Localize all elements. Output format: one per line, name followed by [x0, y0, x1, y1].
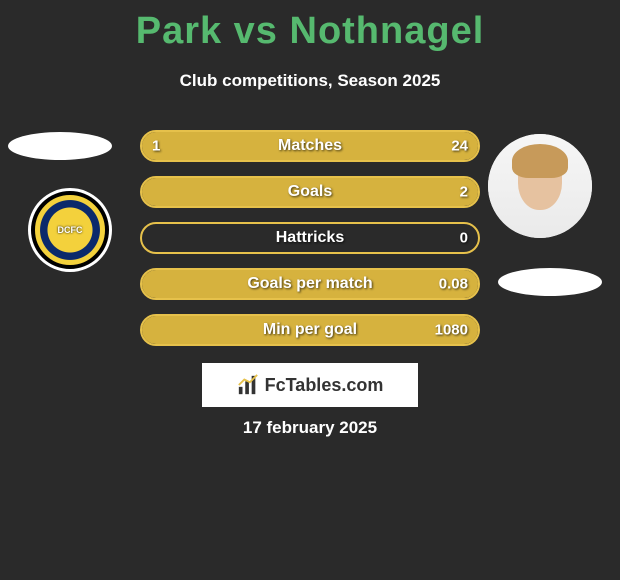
bar-chart-icon [237, 374, 259, 396]
stat-value-right: 0.08 [439, 276, 468, 293]
stat-value-right: 24 [451, 138, 468, 155]
stat-bar: Hattricks0 [140, 222, 480, 254]
brand-text: FcTables.com [265, 375, 384, 396]
club-crest-label: DCFC [58, 225, 83, 235]
right-club-oval [498, 268, 602, 296]
stat-bar: Goals per match0.08 [140, 268, 480, 300]
stat-label: Matches [142, 137, 478, 155]
stat-label: Goals [142, 183, 478, 201]
stat-label: Hattricks [142, 229, 478, 247]
right-player-avatar [488, 134, 592, 238]
left-club-badge: DCFC [28, 188, 112, 272]
stat-value-right: 2 [460, 184, 468, 201]
left-player-oval [8, 132, 112, 160]
date-text: 17 february 2025 [0, 418, 620, 438]
stat-bars: Matches1 24 Goals2 Hattricks0 Goals per matc… [140, 130, 480, 360]
stat-bar: Matches1 24 [140, 130, 480, 162]
brand-banner[interactable]: FcTables.com [202, 363, 418, 407]
player-face-icon [488, 134, 592, 238]
stat-bar: Min per goal1080 [140, 314, 480, 346]
stat-label: Min per goal [142, 321, 478, 339]
stat-value-right: 1080 [435, 322, 468, 339]
stat-value-left: 1 [152, 138, 160, 155]
stat-bar: Goals2 [140, 176, 480, 208]
stat-value-right: 0 [460, 230, 468, 247]
stat-label: Goals per match [142, 275, 478, 293]
page-title: Park vs Nothnagel [0, 10, 620, 53]
club-crest-icon: DCFC [31, 191, 109, 269]
page-subtitle: Club competitions, Season 2025 [0, 71, 620, 91]
